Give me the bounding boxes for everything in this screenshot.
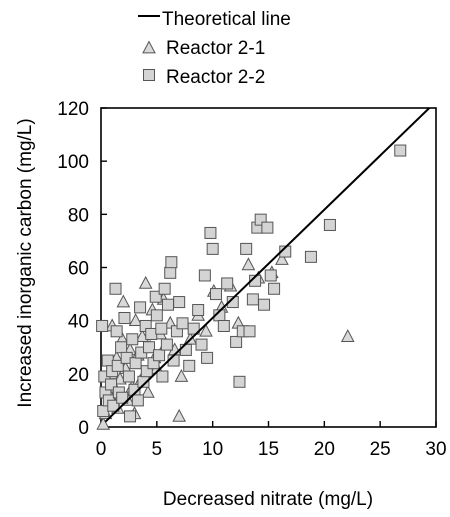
data-point-square	[122, 370, 135, 383]
data-point-square	[134, 301, 147, 314]
data-point-square	[118, 312, 131, 325]
legend: Theoretical line Reactor 2-1 Reactor 2-2	[138, 9, 291, 88]
data-point-square	[226, 296, 239, 309]
data-point-triangle	[172, 408, 186, 422]
theoretical-line	[104, 108, 430, 423]
y-axis-label: Increased inorganic carbon (mg/L)	[15, 118, 36, 407]
data-point-square	[217, 319, 230, 332]
data-point-square	[261, 221, 274, 234]
data-point-square	[143, 341, 156, 354]
data-point-triangle	[275, 251, 289, 265]
data-point-square	[116, 391, 129, 404]
data-point-square	[323, 218, 336, 231]
y-tick-label: 0	[78, 418, 89, 439]
data-point-triangle	[340, 329, 355, 342]
legend-square-key	[143, 69, 155, 81]
data-point-triangle	[141, 384, 155, 398]
data-point-triangle	[116, 294, 131, 308]
data-point-triangle	[96, 416, 111, 430]
x-tick-label: 30	[425, 439, 446, 460]
data-point-square	[140, 365, 153, 378]
y-tick-label: 20	[68, 365, 89, 386]
series-reactor-2-2	[96, 144, 407, 423]
x-tick-label: 20	[314, 439, 335, 460]
data-point-square	[153, 349, 166, 362]
legend-label-reactor-2-2: Reactor 2-2	[166, 67, 265, 88]
data-point-square	[240, 242, 253, 255]
y-tick-label: 40	[68, 312, 89, 333]
data-point-square	[221, 277, 234, 290]
data-point-square	[206, 242, 219, 255]
y-tick-label: 120	[57, 99, 89, 120]
y-tick-label: 80	[68, 205, 89, 226]
data-point-square	[176, 317, 189, 330]
data-point-square	[183, 359, 196, 372]
data-point-triangle	[138, 275, 153, 289]
data-point-square	[179, 343, 192, 356]
data-point-square	[258, 298, 271, 311]
data-point-square	[230, 335, 243, 348]
x-tick-label: 25	[370, 439, 391, 460]
data-point-square	[150, 309, 163, 322]
x-axis-label: Decreased nitrate (mg/L)	[163, 489, 373, 510]
data-point-square	[164, 266, 177, 279]
data-point-square	[304, 250, 317, 263]
data-point-square	[243, 325, 256, 338]
x-tick-label: 0	[96, 439, 107, 460]
data-point-square	[131, 394, 144, 407]
data-point-square	[126, 333, 139, 346]
data-point-square	[394, 144, 407, 157]
legend-label-reactor-2-1: Reactor 2-1	[166, 38, 265, 59]
data-point-square	[109, 282, 122, 295]
data-point-square	[124, 410, 137, 423]
data-point-square	[264, 269, 277, 282]
data-point-square	[129, 357, 142, 370]
data-point-triangle	[174, 368, 189, 382]
y-tick-label: 60	[68, 259, 89, 280]
data-point-square	[162, 298, 174, 311]
data-point-square	[105, 378, 118, 391]
data-point-square	[268, 282, 281, 295]
data-point-square	[115, 341, 128, 354]
data-point-square	[110, 325, 123, 338]
data-point-square	[233, 375, 246, 388]
data-point-square	[204, 226, 217, 239]
x-tick-label: 15	[258, 439, 279, 460]
data-point-square	[155, 322, 168, 335]
data-point-triangle	[241, 257, 256, 271]
data-point-square	[192, 304, 205, 317]
data-point-square	[187, 322, 200, 335]
data-point-square	[201, 351, 214, 364]
legend-label-theoretical: Theoretical line	[162, 9, 291, 30]
data-point-square	[145, 327, 158, 340]
data-point-square	[210, 288, 223, 301]
data-point-square	[149, 290, 162, 303]
data-point-square	[198, 269, 211, 282]
data-point-square	[173, 296, 186, 309]
data-point-square	[254, 213, 267, 226]
data-point-square	[165, 256, 178, 269]
data-point-square	[111, 359, 124, 372]
plot-area: 0 5 10 15 20 25 30 0 20 40 60 80 100 120	[57, 99, 446, 460]
legend-triangle-key	[142, 40, 156, 54]
data-point-square	[97, 405, 110, 418]
data-point-square	[107, 399, 120, 412]
y-tick-label: 100	[57, 152, 89, 173]
data-point-square	[160, 338, 173, 351]
data-point-square	[158, 282, 171, 295]
data-point-square	[246, 293, 259, 306]
data-point-square	[156, 370, 169, 383]
data-point-triangle	[128, 313, 143, 327]
data-point-triangle	[199, 323, 213, 337]
data-point-square	[96, 319, 109, 332]
data-point-square	[101, 354, 114, 367]
data-point-square	[195, 338, 208, 351]
x-tick-label: 10	[202, 439, 223, 460]
x-tick-label: 5	[152, 439, 163, 460]
